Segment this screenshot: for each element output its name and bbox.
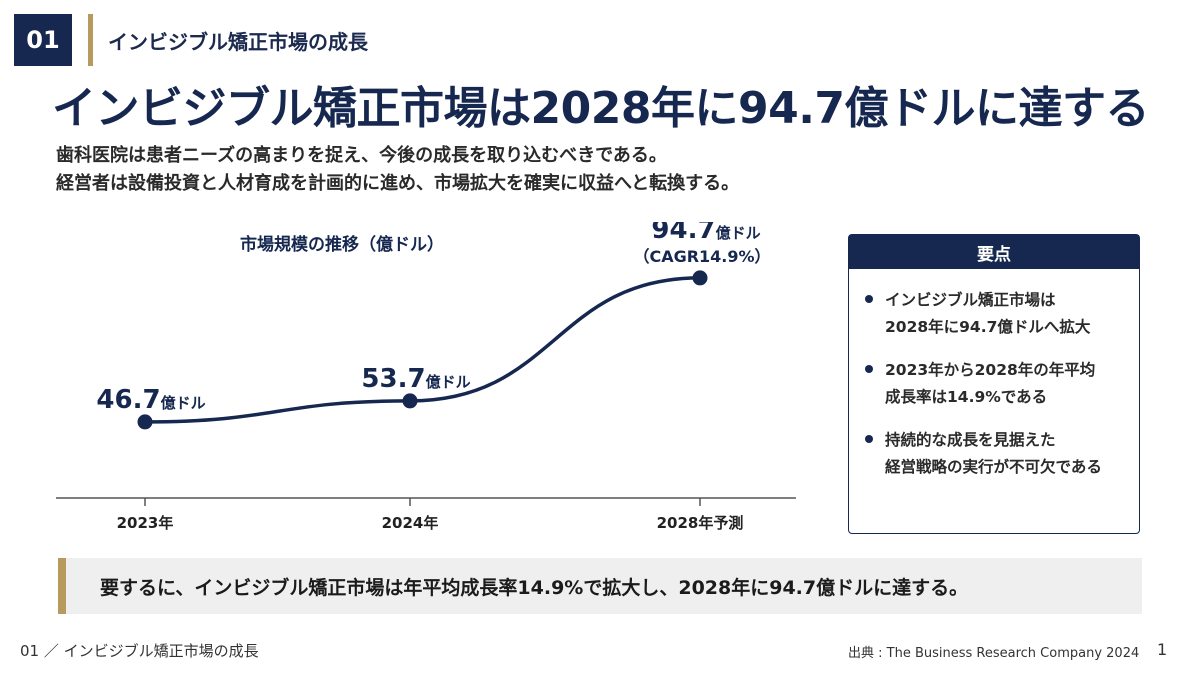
key-point-line: 2028年に94.7億ドルへ拡大	[885, 318, 1091, 336]
summary-text: 要するに、インビジブル矯正市場は年平均成長率14.9%で拡大し、2028年に94…	[100, 577, 969, 599]
key-point-item: インビジブル矯正市場は 2028年に94.7億ドルへ拡大	[865, 287, 1139, 341]
footer-section-label: 01 ／ インビジブル矯正市場の成長	[20, 642, 259, 660]
subtitle-line: 歯科医院は患者ニーズの高まりを捉え、今後の成長を取り込むべきである。	[56, 145, 667, 166]
data-point	[402, 393, 418, 409]
data-label: 94.7億ドル	[651, 222, 760, 245]
key-points-panel: 要点 インビジブル矯正市場は 2028年に94.7億ドルへ拡大 2023年から2…	[848, 234, 1140, 534]
data-label: 53.7億ドル	[361, 364, 470, 394]
page-number: 1	[1157, 640, 1168, 659]
summary-box: 要するに、インビジブル矯正市場は年平均成長率14.9%で拡大し、2028年に94…	[58, 558, 1142, 614]
key-point-line: インビジブル矯正市場は	[885, 291, 1056, 309]
line-chart: 46.7億ドル 53.7億ドル 94.7億ドル （CAGR14.9%） 2023年 202…	[56, 222, 796, 532]
x-tick-label: 2028年予測	[657, 514, 744, 532]
key-point-item: 持続的な成長を見据えた 経営戦略の実行が不可欠である	[865, 427, 1139, 481]
data-label: 46.7億ドル	[96, 385, 205, 415]
bullet-icon	[865, 295, 873, 303]
series-line	[143, 276, 702, 424]
chart-title: 市場規模の推移（億ドル）	[240, 235, 444, 255]
key-point-line: 成長率は14.9%である	[885, 388, 1048, 406]
key-point-line: 2023年から2028年の年平均	[885, 361, 1096, 379]
key-points-list: インビジブル矯正市場は 2028年に94.7億ドルへ拡大 2023年から2028…	[849, 269, 1139, 481]
bullet-icon	[865, 435, 873, 443]
x-tick-label: 2024年	[382, 514, 439, 532]
key-point-line: 経営戦略の実行が不可欠である	[885, 458, 1102, 476]
subtitle: 歯科医院は患者ニーズの高まりを捉え、今後の成長を取り込むべきである。 経営者は設…	[56, 142, 739, 198]
data-point	[692, 270, 708, 286]
key-points-heading: 要点	[849, 235, 1139, 269]
section-badge: 01	[14, 14, 72, 66]
section-title: インビジブル矯正市場の成長	[108, 30, 368, 54]
page-title: インビジブル矯正市場は2028年に94.7億ドルに達する	[52, 83, 1150, 134]
accent-bar	[88, 14, 93, 66]
key-point-line: 持続的な成長を見据えた	[885, 431, 1056, 449]
x-tick-label: 2023年	[117, 514, 174, 532]
footer-source: 出典 : The Business Research Company 2024	[848, 646, 1140, 661]
summary-accent-bar	[58, 558, 66, 614]
key-point-item: 2023年から2028年の年平均 成長率は14.9%である	[865, 357, 1139, 411]
cagr-annotation: （CAGR14.9%）	[633, 247, 770, 266]
bullet-icon	[865, 365, 873, 373]
subtitle-line: 経営者は設備投資と人材育成を計画的に進め、市場拡大を確実に収益へと転換する。	[56, 173, 740, 194]
data-point	[137, 414, 153, 430]
